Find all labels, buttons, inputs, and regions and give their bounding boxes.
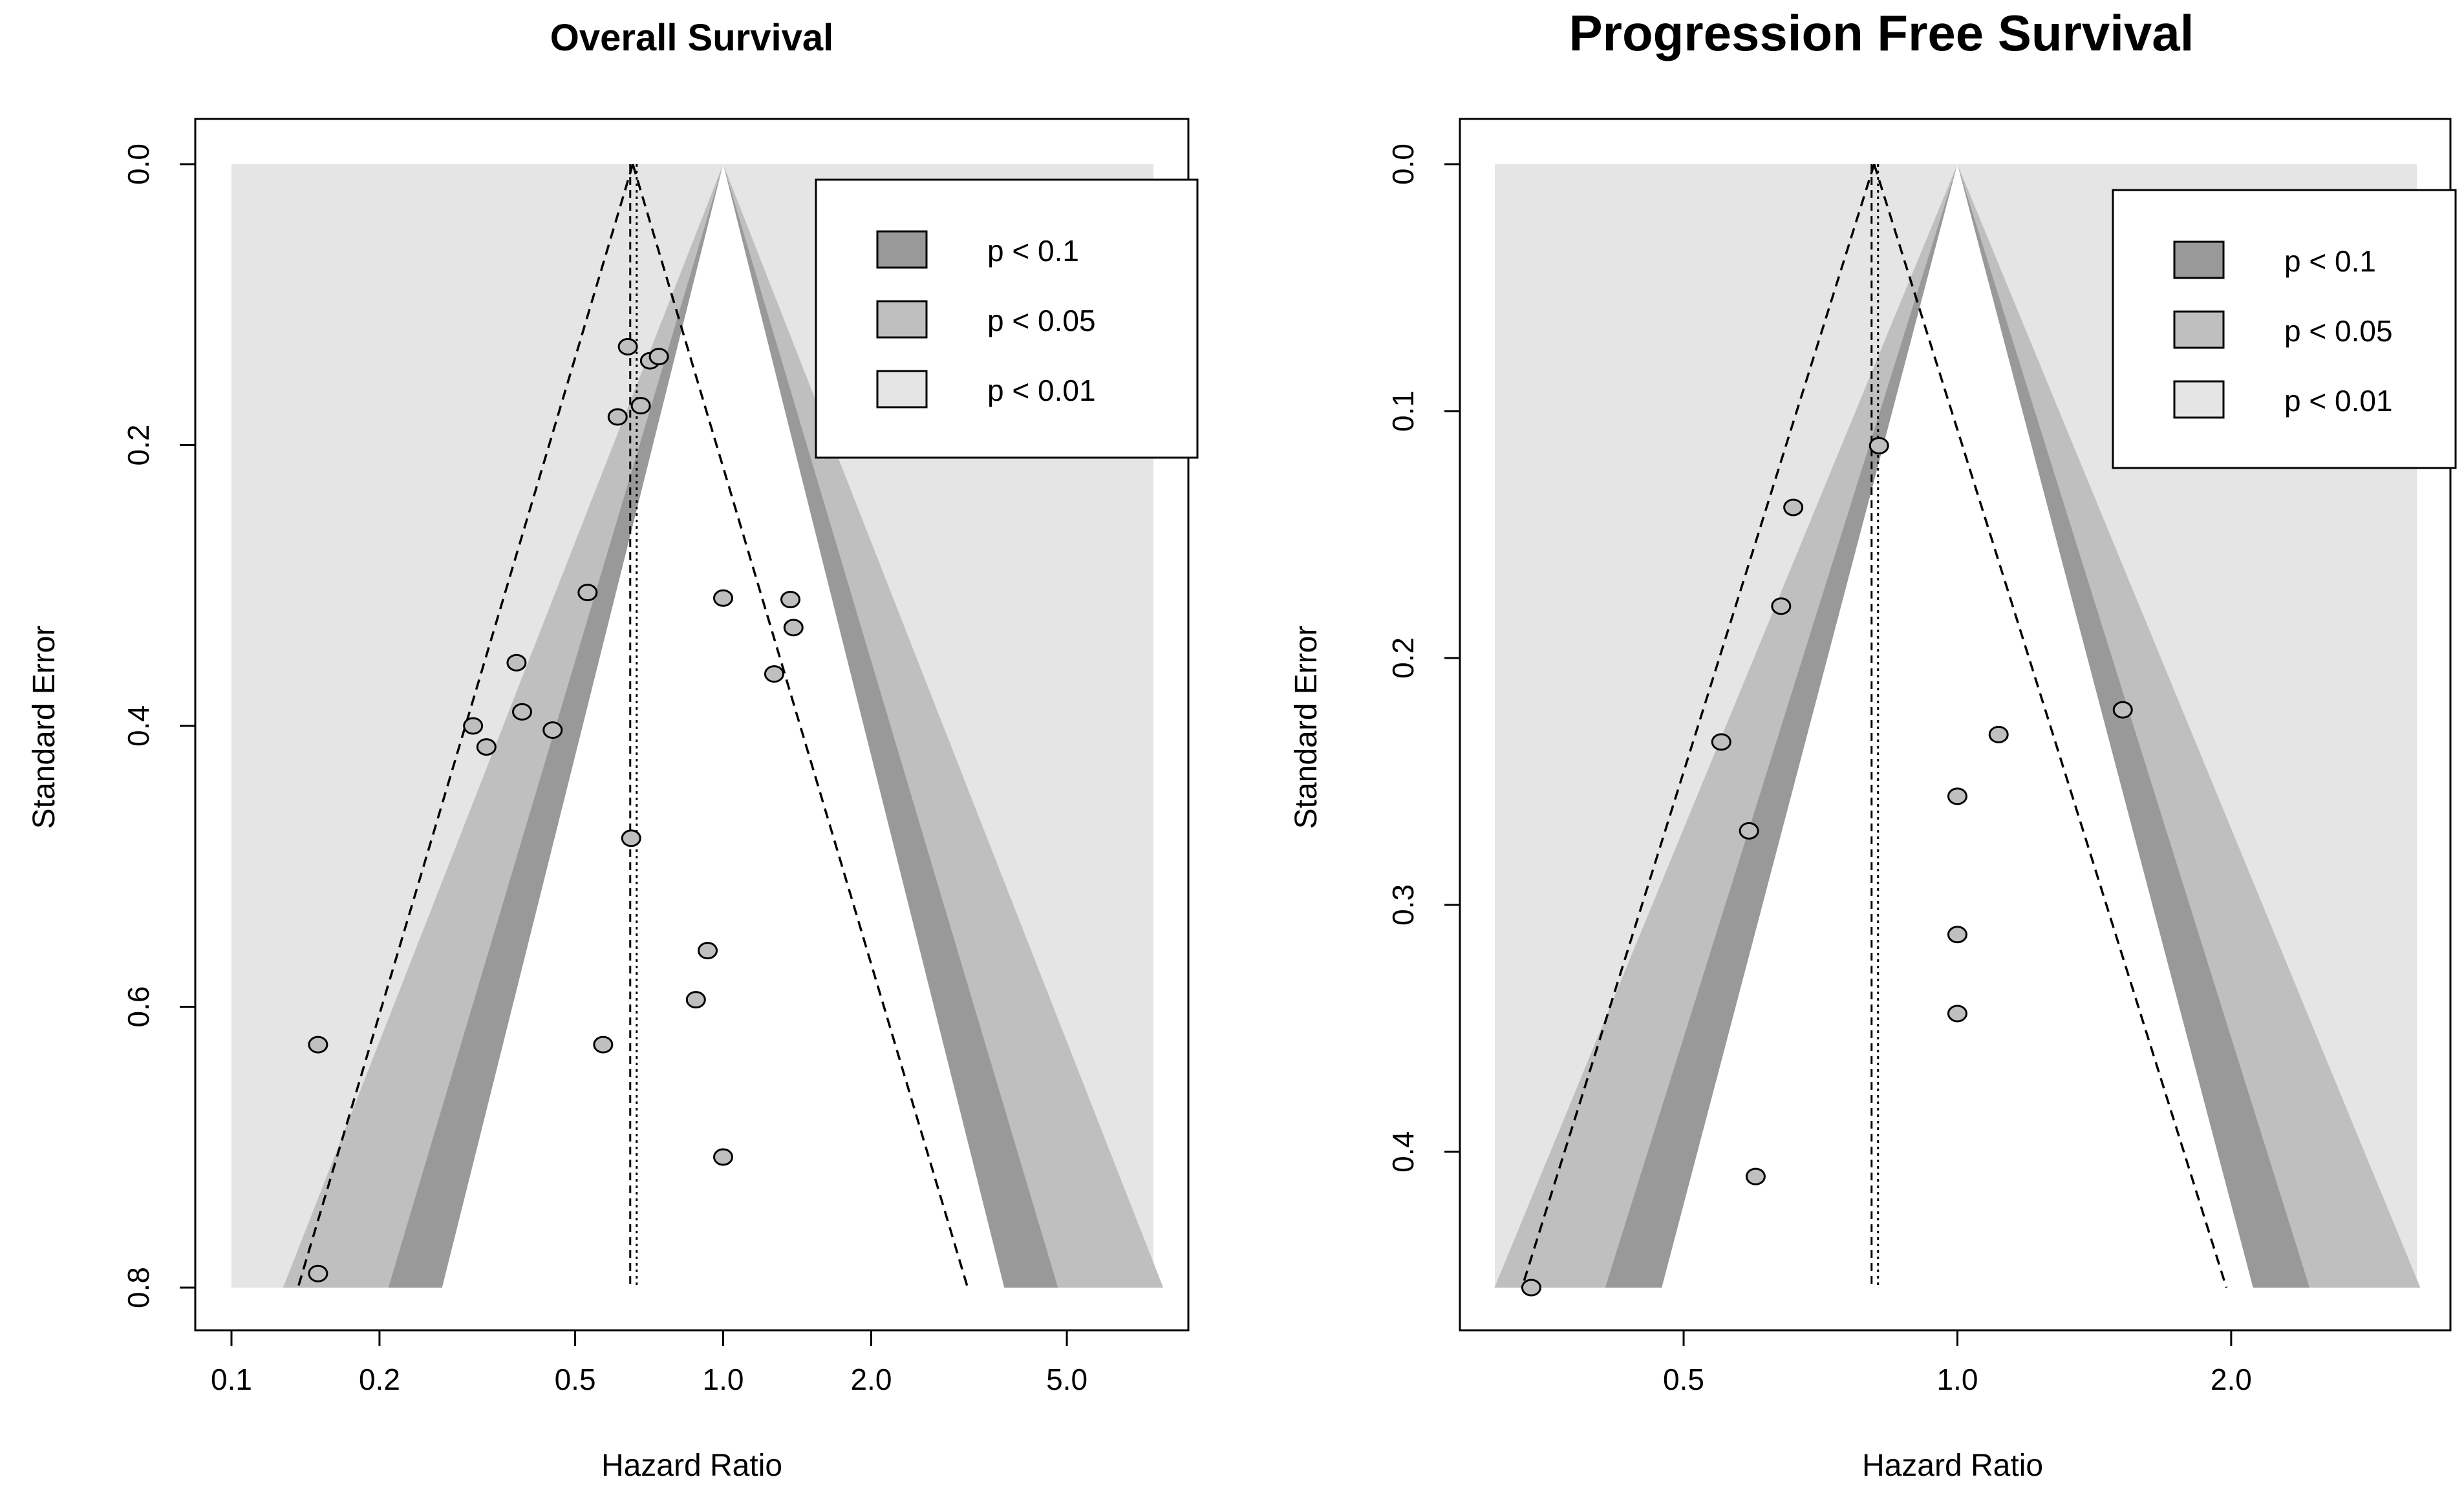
x-axis-label: Hazard Ratio xyxy=(1862,1449,2043,1483)
study-point xyxy=(1869,436,1889,454)
legend-label: p < 0.1 xyxy=(987,234,1079,268)
x-tick-label: 0.2 xyxy=(359,1363,400,1396)
study-point xyxy=(308,1036,328,1054)
axes: 0.5 1.0 2.0 0.0 0.1 0.2 0.3 0.4 xyxy=(1386,118,2452,1396)
plot-frame xyxy=(1459,118,2452,1332)
x-tick-label: 2.0 xyxy=(850,1363,892,1396)
chart-title: Overall Survival xyxy=(550,17,833,59)
progression-free-survival-panel: Progression Free Survival 0.5 1.0 2.00.00.… xyxy=(1289,5,2457,1483)
study-point xyxy=(1947,787,1967,805)
study-point xyxy=(542,721,563,739)
study-point xyxy=(1771,597,1792,615)
contour-p01-right xyxy=(1957,164,2310,1288)
y-tick-label: 0.8 xyxy=(122,1267,155,1308)
study-point xyxy=(1988,725,2009,743)
legend-label: p < 0.05 xyxy=(2284,314,2393,348)
contour-p01-left xyxy=(1605,164,1958,1288)
study-point xyxy=(1745,1167,1766,1185)
y-axis-label: Standard Error xyxy=(27,626,61,829)
y-tick-label: 0.4 xyxy=(1386,1131,1420,1173)
study-point xyxy=(685,991,706,1009)
legend-box xyxy=(2112,189,2457,469)
x-axis-label: Hazard Ratio xyxy=(601,1449,782,1483)
x-tick-label: 0.5 xyxy=(555,1363,596,1396)
y-tick-label: 0.0 xyxy=(1386,143,1420,185)
x-tick-label: 5.0 xyxy=(1046,1363,1087,1396)
study-point xyxy=(607,408,628,426)
study-point xyxy=(630,397,651,415)
study-point xyxy=(648,348,669,366)
contour-p01-right xyxy=(723,164,1058,1288)
pseudo-ci-line-right xyxy=(1873,164,2228,1288)
legend-label: p < 0.05 xyxy=(987,304,1096,337)
study-point xyxy=(1947,1004,1967,1023)
study-point xyxy=(1739,822,1759,840)
y-tick-label: 0.3 xyxy=(1386,884,1420,926)
x-tick-label: 0.1 xyxy=(211,1363,252,1396)
pseudo-ci-line-right xyxy=(632,164,969,1288)
y-tick-label: 0.1 xyxy=(1386,390,1420,432)
contour-p005-left xyxy=(1494,164,1958,1288)
legend-swatch xyxy=(876,370,928,409)
study-point xyxy=(1521,1279,1541,1297)
legend-swatch xyxy=(2173,310,2225,349)
overall-survival-panel: Overall Survival 0.1 0.2 0.5 1.0 2.0 5.00.00.… xyxy=(27,17,1199,1483)
axes: 0.1 0.2 0.5 1.0 2.0 5.0 0.0 0.2 0.4 0.6 0.8 xyxy=(122,118,1190,1396)
study-point xyxy=(1947,926,1967,944)
study-point xyxy=(506,654,527,672)
study-point xyxy=(476,738,497,756)
pseudo-ci-line-left xyxy=(1521,164,1876,1288)
y-tick-label: 0.0 xyxy=(122,143,155,185)
plot-frame xyxy=(194,118,1190,1332)
nonsignificant-region xyxy=(1662,164,2253,1288)
legend: p < 0.1 p < 0.05 p < 0.01 xyxy=(815,178,1199,459)
study-point xyxy=(1711,733,1731,751)
x-tick-label: 0.5 xyxy=(1663,1363,1704,1396)
legend: p < 0.1 p < 0.05 p < 0.01 xyxy=(2112,189,2457,469)
study-point xyxy=(2112,701,2133,719)
study-point xyxy=(713,589,734,607)
study-point xyxy=(308,1264,328,1282)
legend-swatch xyxy=(2173,380,2225,419)
pseudo-ci-line-left xyxy=(297,164,634,1288)
y-tick-label: 0.2 xyxy=(1386,637,1420,679)
study-point xyxy=(783,619,804,637)
x-tick-label: 2.0 xyxy=(2211,1363,2252,1396)
study-point xyxy=(764,665,784,683)
chart-title: Progression Free Survival xyxy=(1569,5,2194,61)
study-point xyxy=(463,717,484,735)
study-point xyxy=(512,703,533,721)
legend-swatch xyxy=(2173,240,2225,279)
study-point xyxy=(617,337,638,356)
study-point xyxy=(577,584,598,602)
legend-label: p < 0.01 xyxy=(987,374,1096,407)
study-point xyxy=(780,590,800,608)
study-point xyxy=(1783,498,1804,516)
legend-label: p < 0.01 xyxy=(2284,384,2393,418)
x-tick-label: 1.0 xyxy=(1936,1363,1978,1396)
y-tick-label: 0.2 xyxy=(122,425,155,466)
y-tick-label: 0.4 xyxy=(122,705,155,747)
study-point xyxy=(621,829,641,847)
y-tick-label: 0.6 xyxy=(122,986,155,1028)
nonsignificant-region xyxy=(442,164,1005,1288)
legend-label: p < 0.1 xyxy=(2284,244,2376,278)
contour-p005-right xyxy=(1957,164,2421,1288)
study-point xyxy=(713,1148,734,1166)
study-point xyxy=(593,1036,614,1054)
legend-swatch xyxy=(876,230,928,269)
x-tick-label: 1.0 xyxy=(703,1363,744,1396)
legend-swatch xyxy=(876,300,928,339)
contour-p005-left xyxy=(283,164,723,1288)
y-axis-label: Standard Error xyxy=(1289,626,1323,829)
study-point xyxy=(698,942,718,960)
